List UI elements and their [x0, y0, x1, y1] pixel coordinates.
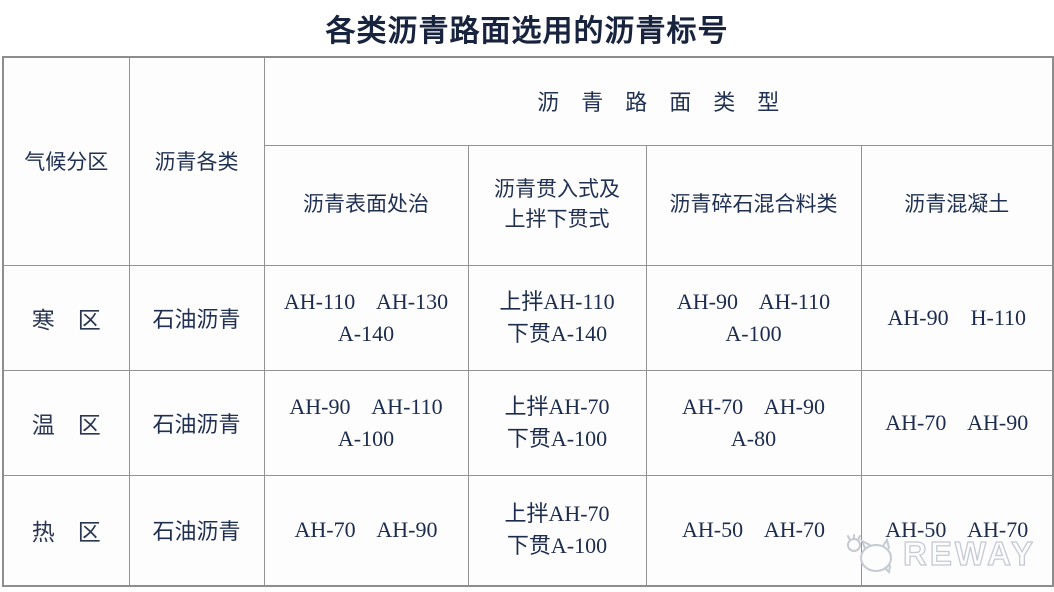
header-line: 沥青混凝土 [904, 193, 1010, 216]
cell-value: AH-50 AH-70 [645, 474, 862, 587]
header-line: 沥青碎石混合料类 [669, 193, 838, 216]
header-macadam-mixture: 沥青碎石混合料类 [645, 144, 862, 266]
header-line: 上拌下贯式 [504, 208, 610, 231]
value-line: AH-70 AH-90 [294, 517, 438, 543]
cell-value: AH-110 AH-130 A-140 [263, 264, 469, 371]
header-row-sub: 沥青表面处治 沥青贯入式及 上拌下贯式 沥青碎石混合料类 沥青混凝土 [3, 144, 1054, 266]
cell-value: AH-70 AH-90 [860, 369, 1054, 476]
cell-climate: 热 区 [2, 474, 130, 587]
value-line: AH-110 AH-130 [283, 288, 449, 314]
value-line: AH-50 AH-70 [885, 517, 1029, 543]
cell-value: 上拌AH-70 下贯A-100 [467, 474, 647, 587]
page-title: 各类沥青路面选用的沥青标号 [325, 14, 729, 48]
value-line: AH-90 H-110 [887, 304, 1027, 330]
value-line: A-100 [337, 425, 395, 451]
header-asphalt-concrete: 沥青混凝土 [860, 144, 1054, 266]
header-pavement-type-group: 沥 青 路 面 类 型 [263, 56, 1054, 146]
header-asphalt-category: 沥青各类 [128, 56, 265, 266]
cell-value: AH-90 H-110 [860, 264, 1054, 371]
value-line: A-140 [337, 320, 395, 346]
header-row-group: 气候分区 沥青各类 沥 青 路 面 类 型 [2, 56, 1054, 266]
value-line: 上拌AH-110 [499, 288, 615, 314]
value-line: 下贯A-100 [506, 533, 608, 559]
value-line: AH-70 AH-90 [885, 409, 1029, 435]
table-row-hot-zone: 热 区 石油沥青 AH-70 AH-90 上拌AH-70 下贯A-100 AH-… [2, 474, 1054, 587]
value-line: 下贯A-140 [506, 320, 608, 346]
cell-asphalt-type: 石油沥青 [128, 474, 265, 587]
header-penetration-type: 沥青贯入式及 上拌下贯式 [467, 144, 647, 266]
header-line: 沥青贯入式及 [494, 178, 620, 201]
cell-climate: 寒 区 [2, 264, 130, 371]
cell-value: AH-90 AH-110 A-100 [263, 369, 469, 476]
value-line: AH-90 AH-110 [289, 393, 443, 419]
cell-value: 上拌AH-110 下贯A-140 [467, 264, 647, 371]
asphalt-grade-table: 气候分区 沥青各类 沥 青 路 面 类 型 沥青表面处治 沥青贯入式及 上拌下贯… [2, 56, 1054, 587]
value-line: AH-90 AH-110 [676, 288, 831, 314]
header-line: 沥青表面处治 [303, 193, 429, 216]
table-row-warm-zone: 温 区 石油沥青 AH-90 AH-110 A-100 上拌AH-70 下贯A-… [2, 369, 1054, 476]
cell-climate: 温 区 [2, 369, 130, 476]
value-line: A-80 [730, 425, 777, 451]
cell-asphalt-type: 石油沥青 [128, 369, 265, 476]
value-line: AH-50 AH-70 [682, 517, 825, 543]
value-line: AH-70 AH-90 [682, 393, 825, 419]
value-line: 下贯A-100 [506, 425, 608, 451]
cell-value: AH-70 AH-90 A-80 [645, 369, 862, 476]
cell-value: AH-70 AH-90 [263, 474, 469, 587]
table-row-cold-zone: 寒 区 石油沥青 AH-110 AH-130 A-140 上拌AH-110 下贯… [2, 264, 1054, 371]
value-line: 上拌AH-70 [504, 501, 610, 527]
header-surface-treatment: 沥青表面处治 [263, 144, 469, 266]
header-climate-zone: 气候分区 [2, 56, 130, 266]
cell-value: 上拌AH-70 下贯A-100 [467, 369, 647, 476]
cell-value: AH-90 AH-110 A-100 [645, 264, 862, 371]
cell-value: AH-50 AH-70 [860, 474, 1054, 587]
value-line: 上拌AH-70 [504, 393, 610, 419]
value-line: A-100 [725, 320, 782, 346]
cell-asphalt-type: 石油沥青 [128, 264, 265, 371]
